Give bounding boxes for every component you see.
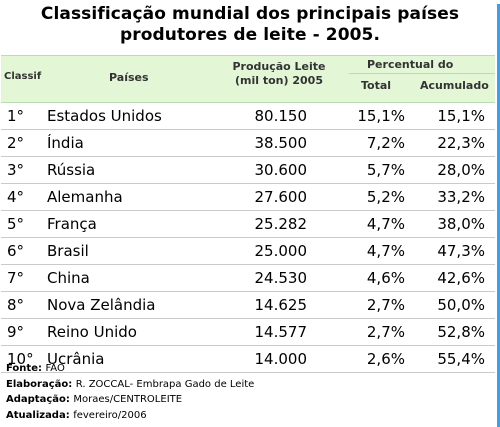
rank-cell: 7° xyxy=(7,269,25,287)
header-paises: Países xyxy=(109,71,149,84)
header-percentual: Percentual do xyxy=(367,58,454,71)
header-acumulado: Acumulado xyxy=(420,79,489,92)
production-cell: 30.600 xyxy=(254,161,308,179)
production-cell: 14.577 xyxy=(254,323,308,341)
total-percent-cell: 2,7% xyxy=(366,323,405,341)
cumulative-percent-cell: 55,4% xyxy=(437,350,485,368)
table-row: 7° China 24.530 4,6% 42,6% xyxy=(1,265,495,292)
production-cell: 24.530 xyxy=(254,269,308,287)
total-percent-cell: 7,2% xyxy=(366,134,405,152)
table-row: 10° Ucrânia 14.000 2,6% 55,4% xyxy=(1,346,495,373)
table-row: 1° Estados Unidos 80.150 15,1% 15,1% xyxy=(1,103,495,130)
country-cell: Estados Unidos xyxy=(47,107,162,125)
footer-elaboracao-label: Elaboração xyxy=(6,378,69,390)
rank-cell: 9° xyxy=(7,323,25,341)
table-row: 6° Brasil 25.000 4,7% 47,3% xyxy=(1,238,495,265)
table-row: 2° Índia 38.500 7,2% 22,3% xyxy=(1,130,495,157)
header-producao-line2: (mil ton) 2005 xyxy=(235,74,323,87)
country-cell: Ucrânia xyxy=(47,350,105,368)
production-cell: 25.282 xyxy=(254,215,308,233)
header-divider xyxy=(349,73,495,74)
country-cell: França xyxy=(47,215,97,233)
table-header: Classif Países Produção Leite (mil ton) … xyxy=(1,55,495,103)
total-percent-cell: 2,7% xyxy=(366,296,405,314)
header-producao: Produção Leite (mil ton) 2005 xyxy=(227,60,331,88)
total-percent-cell: 4,7% xyxy=(366,215,405,233)
cumulative-percent-cell: 47,3% xyxy=(437,242,485,260)
rank-cell: 10° xyxy=(7,350,34,368)
footer-elaboracao-value: R. ZOCCAL- Embrapa Gado de Leite xyxy=(75,378,255,390)
table-row: 3° Rússia 30.600 5,7% 28,0% xyxy=(1,157,495,184)
production-table: Classif Países Produção Leite (mil ton) … xyxy=(1,55,495,373)
country-cell: Reino Unido xyxy=(47,323,137,341)
total-percent-cell: 4,7% xyxy=(366,242,405,260)
total-percent-cell: 2,6% xyxy=(366,350,405,368)
production-cell: 14.000 xyxy=(254,350,308,368)
cumulative-percent-cell: 42,6% xyxy=(437,269,485,287)
rank-cell: 1° xyxy=(7,107,25,125)
cumulative-percent-cell: 52,8% xyxy=(437,323,485,341)
country-cell: Índia xyxy=(47,134,84,152)
production-cell: 25.000 xyxy=(254,242,308,260)
cumulative-percent-cell: 38,0% xyxy=(437,215,485,233)
country-cell: Brasil xyxy=(47,242,89,260)
country-cell: China xyxy=(47,269,90,287)
table-body: 1° Estados Unidos 80.150 15,1% 15,1% 2° Índia 3… xyxy=(1,103,495,373)
cumulative-percent-cell: 22,3% xyxy=(437,134,485,152)
footer-adaptacao-label: Adaptação xyxy=(6,394,66,405)
production-cell: 14.625 xyxy=(254,296,308,314)
cumulative-percent-cell: 15,1% xyxy=(437,107,485,125)
total-percent-cell: 15,1% xyxy=(357,107,405,125)
header-producao-line1: Produção Leite xyxy=(232,60,326,73)
right-edge-bar xyxy=(497,4,500,427)
header-classif: Classif xyxy=(4,71,42,82)
rank-cell: 4° xyxy=(7,188,25,206)
cumulative-percent-cell: 33,2% xyxy=(437,188,485,206)
cumulative-percent-cell: 28,0% xyxy=(437,161,485,179)
production-cell: 27.600 xyxy=(254,188,308,206)
document-page: Classificação mundial dos principais paí… xyxy=(0,4,500,427)
rank-cell: 8° xyxy=(7,296,25,314)
table-row: 8° Nova Zelândia 14.625 2,7% 50,0% xyxy=(1,292,495,319)
rank-cell: 2° xyxy=(7,134,25,152)
header-total: Total xyxy=(361,79,392,92)
table-title: Classificação mundial dos principais paí… xyxy=(40,4,460,45)
footer-fonte-value: FAO xyxy=(45,363,65,374)
footer-elaboracao: Elaboração: R. ZOCCAL- Embrapa Gado de L… xyxy=(6,378,255,390)
rank-cell: 6° xyxy=(7,242,25,260)
production-cell: 80.150 xyxy=(254,107,308,125)
production-cell: 38.500 xyxy=(254,134,308,152)
footer-fonte: Fonte: FAO xyxy=(6,363,65,374)
country-cell: Rússia xyxy=(47,161,96,179)
total-percent-cell: 5,2% xyxy=(366,188,405,206)
country-cell: Nova Zelândia xyxy=(47,296,156,314)
table-row: 9° Reino Unido 14.577 2,7% 52,8% xyxy=(1,319,495,346)
footer-adaptacao-value: Moraes/CENTROLEITE xyxy=(73,394,183,405)
footer-atualizada: Atualizada: fevereiro/2006 xyxy=(6,409,147,421)
cumulative-percent-cell: 50,0% xyxy=(437,296,485,314)
country-cell: Alemanha xyxy=(47,188,123,206)
table-footer: Fonte: FAO Elaboração: R. ZOCCAL- Embrap… xyxy=(6,361,254,423)
footer-atualizada-label: Atualizada xyxy=(6,409,66,421)
total-percent-cell: 4,6% xyxy=(366,269,405,287)
rank-cell: 3° xyxy=(7,161,25,179)
footer-fonte-label: Fonte xyxy=(6,363,38,374)
table-row: 4° Alemanha 27.600 5,2% 33,2% xyxy=(1,184,495,211)
total-percent-cell: 5,7% xyxy=(366,161,405,179)
footer-atualizada-value: fevereiro/2006 xyxy=(73,409,147,421)
table-row: 5° França 25.282 4,7% 38,0% xyxy=(1,211,495,238)
rank-cell: 5° xyxy=(7,215,25,233)
footer-adaptacao: Adaptação: Moraes/CENTROLEITE xyxy=(6,394,183,405)
